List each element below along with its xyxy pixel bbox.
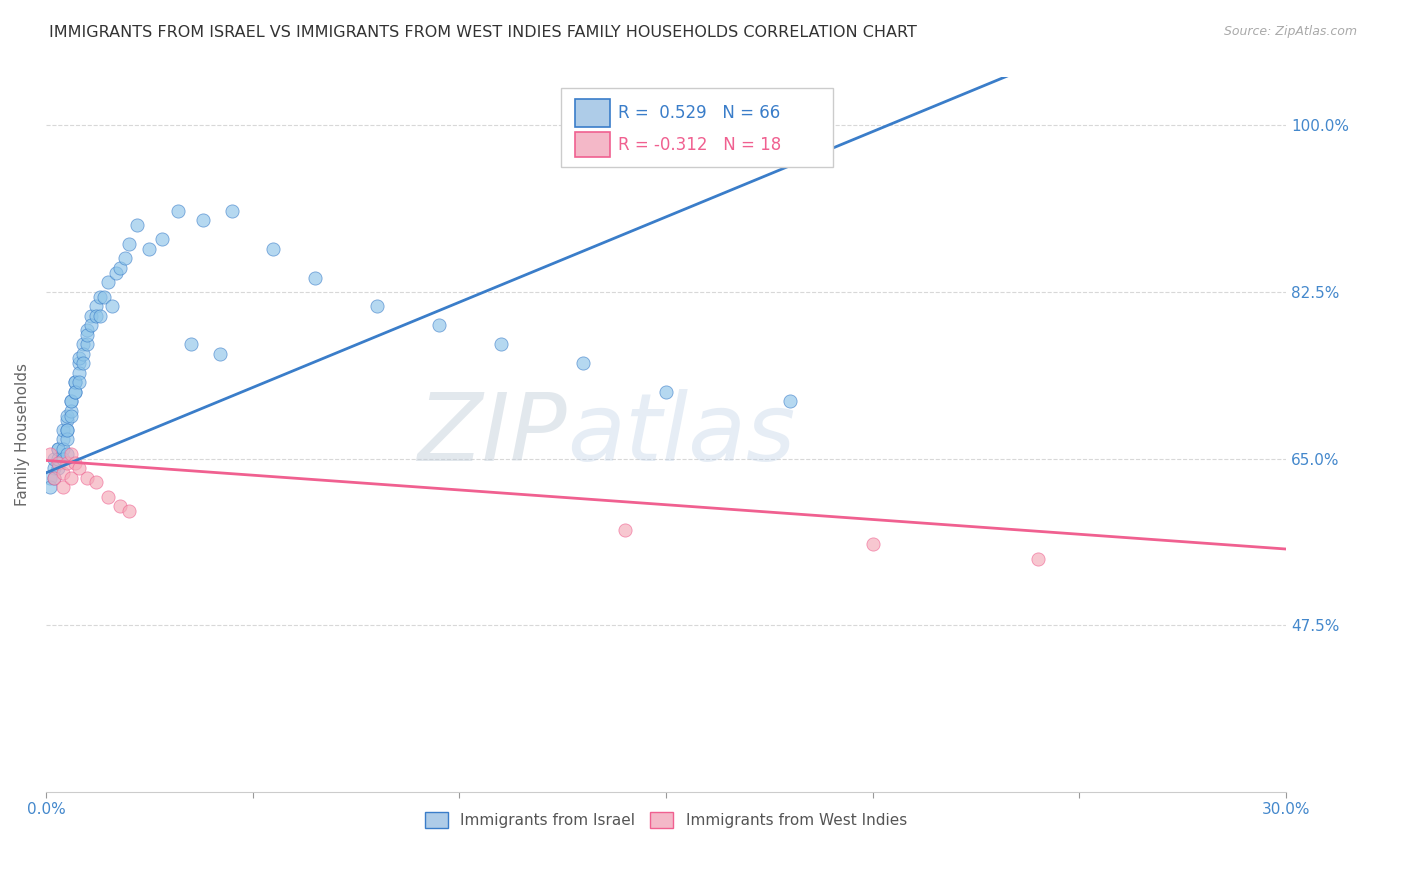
- Point: [89, 289, 111, 303]
- Point: [93, 289, 115, 303]
- Point: [84, 299, 107, 313]
- Point: [55, 456, 77, 470]
- Point: [51, 442, 73, 456]
- Point: [97, 275, 120, 289]
- Point: [39, 480, 62, 494]
- Point: [76, 470, 98, 484]
- Point: [117, 237, 139, 252]
- Point: [39, 470, 62, 484]
- Point: [39, 447, 62, 461]
- Point: [110, 499, 132, 513]
- Point: [44, 461, 66, 475]
- Point: [150, 232, 173, 246]
- Point: [97, 490, 120, 504]
- Point: [262, 242, 284, 256]
- Point: [862, 537, 884, 551]
- Point: [221, 203, 243, 218]
- FancyBboxPatch shape: [575, 99, 610, 128]
- Point: [89, 309, 111, 323]
- Point: [191, 213, 214, 227]
- Point: [44, 451, 66, 466]
- Point: [1026, 551, 1049, 566]
- Point: [208, 347, 231, 361]
- Point: [55, 413, 77, 427]
- Point: [55, 409, 77, 423]
- Text: IMMIGRANTS FROM ISRAEL VS IMMIGRANTS FROM WEST INDIES FAMILY HOUSEHOLDS CORRELAT: IMMIGRANTS FROM ISRAEL VS IMMIGRANTS FRO…: [49, 25, 917, 40]
- Point: [80, 309, 103, 323]
- Point: [51, 433, 73, 447]
- Point: [76, 337, 98, 351]
- Point: [44, 470, 66, 484]
- Point: [655, 384, 678, 399]
- Point: [366, 299, 388, 313]
- Point: [613, 523, 636, 537]
- Point: [59, 409, 82, 423]
- Point: [63, 456, 86, 470]
- Point: [167, 203, 190, 218]
- Point: [51, 451, 73, 466]
- Point: [59, 394, 82, 409]
- Y-axis label: Family Households: Family Households: [15, 363, 30, 506]
- Point: [114, 252, 136, 266]
- Point: [110, 260, 132, 275]
- Point: [48, 451, 70, 466]
- Text: atlas: atlas: [567, 389, 794, 480]
- Point: [125, 218, 148, 232]
- Point: [72, 337, 94, 351]
- Point: [55, 423, 77, 437]
- Point: [48, 442, 70, 456]
- Point: [59, 470, 82, 484]
- Legend: Immigrants from Israel, Immigrants from West Indies: Immigrants from Israel, Immigrants from …: [419, 806, 912, 834]
- Text: R = -0.312   N = 18: R = -0.312 N = 18: [617, 136, 780, 153]
- Point: [67, 351, 90, 366]
- Point: [489, 337, 512, 351]
- Point: [304, 270, 326, 285]
- Point: [80, 318, 103, 333]
- Point: [427, 318, 450, 333]
- Point: [117, 504, 139, 518]
- Point: [48, 456, 70, 470]
- Point: [63, 376, 86, 390]
- Point: [67, 356, 90, 370]
- Point: [55, 423, 77, 437]
- Point: [572, 356, 595, 370]
- Point: [101, 299, 124, 313]
- Point: [76, 327, 98, 342]
- Point: [59, 447, 82, 461]
- FancyBboxPatch shape: [575, 132, 610, 158]
- Point: [84, 475, 107, 490]
- Point: [51, 423, 73, 437]
- Point: [48, 461, 70, 475]
- Point: [779, 394, 801, 409]
- Point: [84, 309, 107, 323]
- Point: [44, 470, 66, 484]
- Text: Source: ZipAtlas.com: Source: ZipAtlas.com: [1223, 25, 1357, 38]
- Point: [51, 466, 73, 480]
- Point: [55, 447, 77, 461]
- Point: [105, 266, 128, 280]
- Point: [76, 323, 98, 337]
- Point: [55, 433, 77, 447]
- Point: [72, 347, 94, 361]
- Point: [63, 376, 86, 390]
- Point: [138, 242, 160, 256]
- Point: [51, 480, 73, 494]
- Point: [63, 384, 86, 399]
- Point: [59, 394, 82, 409]
- Point: [63, 384, 86, 399]
- Point: [67, 461, 90, 475]
- Point: [59, 404, 82, 418]
- Point: [67, 376, 90, 390]
- Text: ZIP: ZIP: [418, 389, 567, 480]
- Text: R =  0.529   N = 66: R = 0.529 N = 66: [617, 104, 780, 122]
- Point: [180, 337, 202, 351]
- Point: [67, 366, 90, 380]
- FancyBboxPatch shape: [561, 88, 834, 167]
- Point: [72, 356, 94, 370]
- Point: [48, 442, 70, 456]
